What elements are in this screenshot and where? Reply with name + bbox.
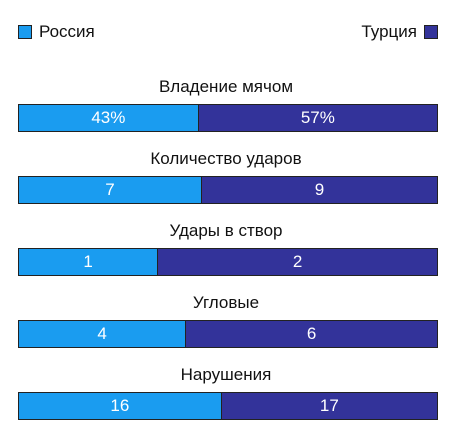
stat-bar: 16 17 xyxy=(18,392,438,420)
legend-label-turkey: Турция xyxy=(361,22,417,41)
legend-russia: Россия xyxy=(18,22,95,42)
bar-segment-turkey: 2 xyxy=(158,249,437,275)
stat-title: Нарушения xyxy=(180,365,272,384)
legend-label-russia: Россия xyxy=(39,22,95,41)
legend-turkey: Турция xyxy=(361,22,438,42)
bar-segment-russia: 4 xyxy=(19,321,187,347)
bar-segment-russia: 1 xyxy=(19,249,159,275)
legend-swatch-turkey xyxy=(424,25,438,39)
legend-swatch-russia xyxy=(18,25,32,39)
bar-segment-turkey: 17 xyxy=(221,393,437,419)
bar-segment-russia: 7 xyxy=(19,177,202,203)
stat-title: Количество ударов xyxy=(150,149,302,168)
bar-segment-russia: 43% xyxy=(19,105,199,131)
stat-title: Владение мячом xyxy=(158,77,294,96)
stat-title: Удары в створ xyxy=(169,221,283,240)
bar-segment-russia: 16 xyxy=(19,393,222,419)
bar-segment-turkey: 9 xyxy=(201,177,437,203)
stat-title: Угловые xyxy=(192,293,260,312)
stat-bar: 43% 57% xyxy=(18,104,438,132)
bar-segment-turkey: 57% xyxy=(198,105,437,131)
bar-segment-turkey: 6 xyxy=(186,321,437,347)
